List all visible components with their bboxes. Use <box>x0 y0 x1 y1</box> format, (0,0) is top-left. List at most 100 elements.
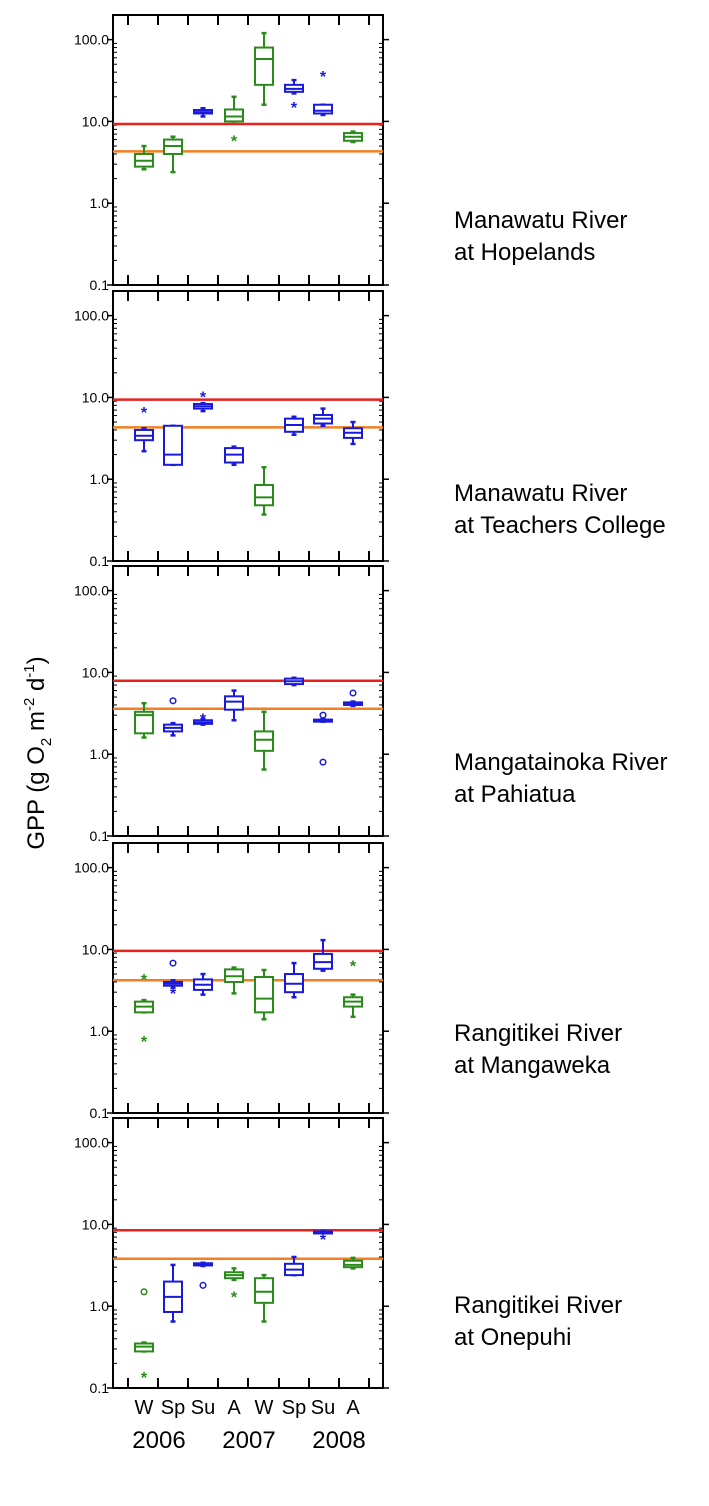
box-Sp-2006 <box>163 135 183 174</box>
site-name: Rangitikei River <box>454 1292 623 1319</box>
site-location: at Pahiatua <box>454 781 576 808</box>
box-Su-2008: * <box>313 1229 333 1249</box>
box-Sp-2007 <box>284 415 304 436</box>
box-W-2006: * <box>134 405 154 453</box>
box-body <box>254 46 274 86</box>
year-label: 2008 <box>312 1427 365 1454</box>
season-label: Su <box>191 1397 215 1419</box>
box-Su-2008 <box>313 711 333 766</box>
outlier-star: * <box>141 972 148 989</box>
site-label-pahiatua: Mangatainoka River at Pahiatua <box>454 747 667 811</box>
panel-5: 0.1 1.0 10.0 100.0 * * * <box>74 1117 389 1396</box>
box-body <box>224 108 244 123</box>
box-A-2007 <box>224 689 244 722</box>
box-A-2008 <box>343 130 363 144</box>
outlier-star: * <box>350 959 357 976</box>
box-Su-2008 <box>313 407 333 428</box>
y-tick-label: 0.1 <box>90 1105 110 1121</box>
season-label: A <box>227 1397 241 1419</box>
site-name: Manawatu River <box>454 480 628 507</box>
box-Sp-2006 <box>163 424 183 467</box>
box-Su-2008: * <box>313 69 333 117</box>
panel-frame <box>112 842 384 1114</box>
box-A-2008 <box>343 420 363 446</box>
panel-1: 0.1 1.0 10.0 100.0 * * * <box>74 14 389 293</box>
outlier-circle <box>319 711 327 719</box>
box-body <box>254 730 274 752</box>
season-label: W <box>255 1397 274 1419</box>
box-A-2008 <box>343 1256 363 1270</box>
year-label: 2006 <box>132 1427 185 1454</box>
site-label-onepuhi: Rangitikei River at Onepuhi <box>454 1290 622 1354</box>
y-tick-label: 10.0 <box>82 941 109 957</box>
box-A-2007 <box>224 966 244 995</box>
y-tick-label: 1.0 <box>90 471 110 487</box>
outlier-circle <box>169 959 177 967</box>
outlier-star: * <box>320 69 327 86</box>
box-Sp-2006 <box>163 697 183 737</box>
box-W-2007 <box>254 710 274 771</box>
outlier-circle <box>169 697 177 705</box>
box-Sp-2007: * <box>284 78 304 117</box>
box-body <box>313 103 333 115</box>
outlier-star: * <box>231 134 238 151</box>
box-W-2006 <box>134 144 154 171</box>
panel-frame <box>112 290 384 562</box>
box-body <box>224 695 244 711</box>
season-label: A <box>346 1397 360 1419</box>
box-A-2008: * <box>343 959 363 1019</box>
y-tick-label: 100.0 <box>74 32 109 48</box>
box-W-2007 <box>254 466 274 516</box>
y-tick-label: 10.0 <box>82 389 109 405</box>
box-body <box>163 424 183 466</box>
y-tick-label: 100.0 <box>74 860 109 876</box>
box-A-2007 <box>224 445 244 467</box>
box-body <box>254 1277 274 1304</box>
box-W-2006: * <box>134 1288 154 1387</box>
y-axis-label: GPP (g O2 m-2 d-1) <box>21 656 55 849</box>
y-tick-label: 10.0 <box>82 113 109 129</box>
outlier-star: * <box>141 1370 148 1387</box>
site-location: at Hopelands <box>454 239 596 266</box>
outlier-star: * <box>141 1034 148 1051</box>
box-Su-2006: * <box>193 390 213 413</box>
outlier-star: * <box>200 712 207 729</box>
outlier-circle <box>319 758 327 766</box>
season-label: Sp <box>161 1397 185 1419</box>
panels: 0.1 1.0 10.0 100.0 * * * 0.1 1.0 10.0 100.0 * * 0.1 1.… <box>74 14 389 1396</box>
site-label-teachers-college: Manawatu River at Teachers College <box>454 478 666 542</box>
y-tick-label: 100.0 <box>74 1135 109 1151</box>
site-label-mangaweka: Rangitikei River at Mangaweka <box>454 1018 622 1082</box>
box-body <box>254 483 274 507</box>
outlier-star: * <box>320 1232 327 1249</box>
box-A-2007: * <box>224 95 244 151</box>
outlier-star: * <box>170 986 177 1003</box>
site-location: at Mangaweka <box>454 1052 611 1079</box>
box-Sp-2007 <box>284 676 304 687</box>
y-tick-label: 1.0 <box>90 746 110 762</box>
site-label-hopelands: Manawatu River at Hopelands <box>454 205 627 269</box>
season-label: Su <box>311 1397 335 1419</box>
y-tick-label: 10.0 <box>82 1216 109 1232</box>
box-W-2007 <box>254 1273 274 1323</box>
y-tick-label: 0.1 <box>90 277 110 293</box>
box-Su-2006: * <box>193 712 213 729</box>
panel-frame <box>112 14 384 286</box>
site-name: Rangitikei River <box>454 1020 623 1047</box>
box-Sp-2007 <box>284 1255 304 1277</box>
box-A-2008 <box>343 689 363 708</box>
y-tick-label: 0.1 <box>90 553 110 569</box>
outlier-star: * <box>291 100 298 117</box>
y-tick-label: 0.1 <box>90 828 110 844</box>
y-tick-label: 1.0 <box>90 1298 110 1314</box>
box-Sp-2006: * <box>163 959 183 1003</box>
panel-2: 0.1 1.0 10.0 100.0 * * <box>74 290 389 569</box>
panel-3: 0.1 1.0 10.0 100.0 * <box>74 565 389 844</box>
season-label: Sp <box>282 1397 306 1419</box>
year-label: 2007 <box>222 1427 275 1454</box>
box-Su-2008 <box>313 938 333 972</box>
season-label: W <box>135 1397 154 1419</box>
